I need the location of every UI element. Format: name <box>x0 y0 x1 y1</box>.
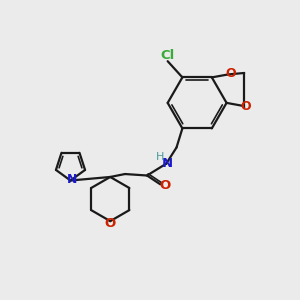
Text: O: O <box>105 217 116 230</box>
Text: N: N <box>67 172 77 185</box>
Text: N: N <box>161 157 172 170</box>
Text: H: H <box>155 152 164 162</box>
Text: O: O <box>240 100 251 113</box>
Text: O: O <box>226 68 236 80</box>
Text: Cl: Cl <box>160 49 174 62</box>
Text: O: O <box>159 179 170 192</box>
